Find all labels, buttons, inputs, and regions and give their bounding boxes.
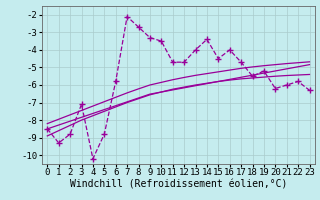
X-axis label: Windchill (Refroidissement éolien,°C): Windchill (Refroidissement éolien,°C) xyxy=(70,180,287,190)
